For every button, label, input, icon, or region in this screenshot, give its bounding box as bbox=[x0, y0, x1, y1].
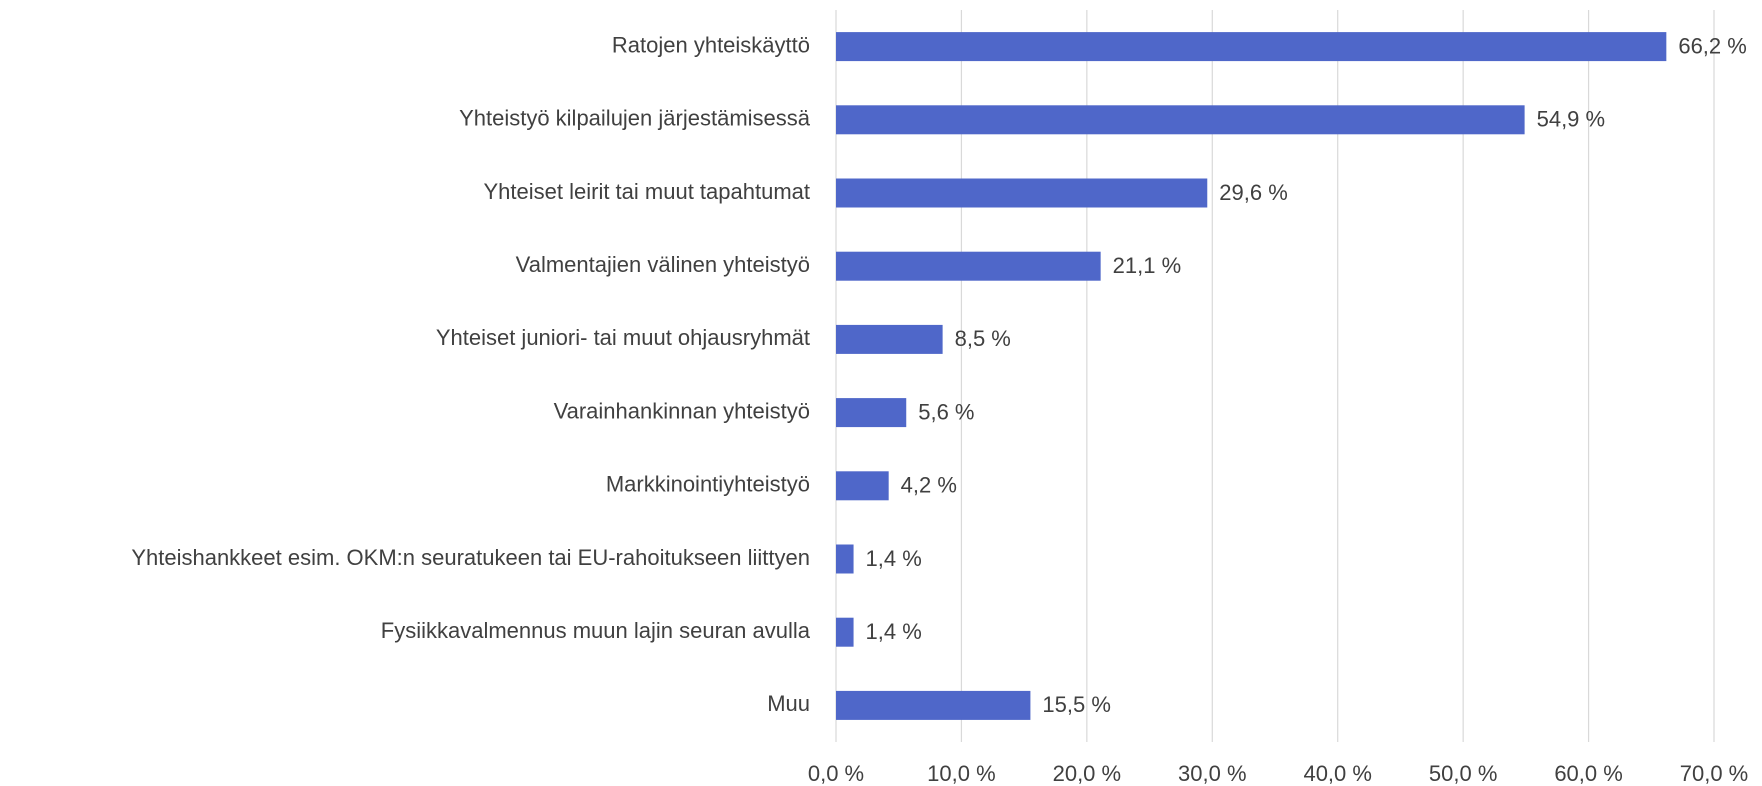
y-tick-label: Varainhankinnan yhteistyö bbox=[554, 398, 810, 423]
bar bbox=[836, 251, 1101, 281]
data-label: 29,6 % bbox=[1219, 180, 1288, 205]
data-label: 5,6 % bbox=[918, 399, 974, 424]
y-tick-label: Yhteiset leirit tai muut tapahtumat bbox=[484, 179, 811, 204]
x-tick-label: 30,0 % bbox=[1178, 761, 1247, 786]
bar bbox=[836, 32, 1667, 62]
data-label: 15,5 % bbox=[1042, 692, 1111, 717]
data-label: 54,9 % bbox=[1537, 107, 1606, 132]
y-tick-label: Yhteiset juniori- tai muut ohjausryhmät bbox=[436, 325, 810, 350]
y-tick-label: Valmentajien välinen yhteistyö bbox=[516, 252, 810, 277]
data-label: 66,2 % bbox=[1678, 33, 1747, 58]
x-tick-label: 20,0 % bbox=[1053, 761, 1122, 786]
data-label: 8,5 % bbox=[955, 326, 1011, 351]
data-label: 1,4 % bbox=[866, 619, 922, 644]
x-tick-label: 40,0 % bbox=[1303, 761, 1372, 786]
x-tick-label: 10,0 % bbox=[927, 761, 996, 786]
bar bbox=[836, 324, 943, 354]
bar bbox=[836, 471, 889, 501]
x-tick-label: 60,0 % bbox=[1554, 761, 1623, 786]
y-tick-label: Muu bbox=[767, 691, 810, 716]
y-tick-label: Yhteistyö kilpailujen järjestämisessä bbox=[459, 106, 811, 131]
bar bbox=[836, 178, 1208, 208]
bar bbox=[836, 544, 854, 574]
bar bbox=[836, 398, 907, 428]
bar bbox=[836, 690, 1031, 720]
bar bbox=[836, 617, 854, 647]
x-tick-label: 50,0 % bbox=[1429, 761, 1498, 786]
y-tick-label: Yhteishankkeet esim. OKM:n seuratukeen t… bbox=[131, 545, 810, 570]
data-label: 1,4 % bbox=[866, 546, 922, 571]
bar bbox=[836, 105, 1525, 135]
y-tick-label: Fysiikkavalmennus muun lajin seuran avul… bbox=[381, 618, 811, 643]
y-tick-label: Markkinointiyhteistyö bbox=[606, 472, 810, 497]
data-label: 4,2 % bbox=[901, 473, 957, 498]
x-tick-label: 70,0 % bbox=[1680, 761, 1749, 786]
x-tick-label: 0,0 % bbox=[808, 761, 864, 786]
y-tick-label: Ratojen yhteiskäyttö bbox=[612, 32, 810, 57]
data-label: 21,1 % bbox=[1113, 253, 1182, 278]
